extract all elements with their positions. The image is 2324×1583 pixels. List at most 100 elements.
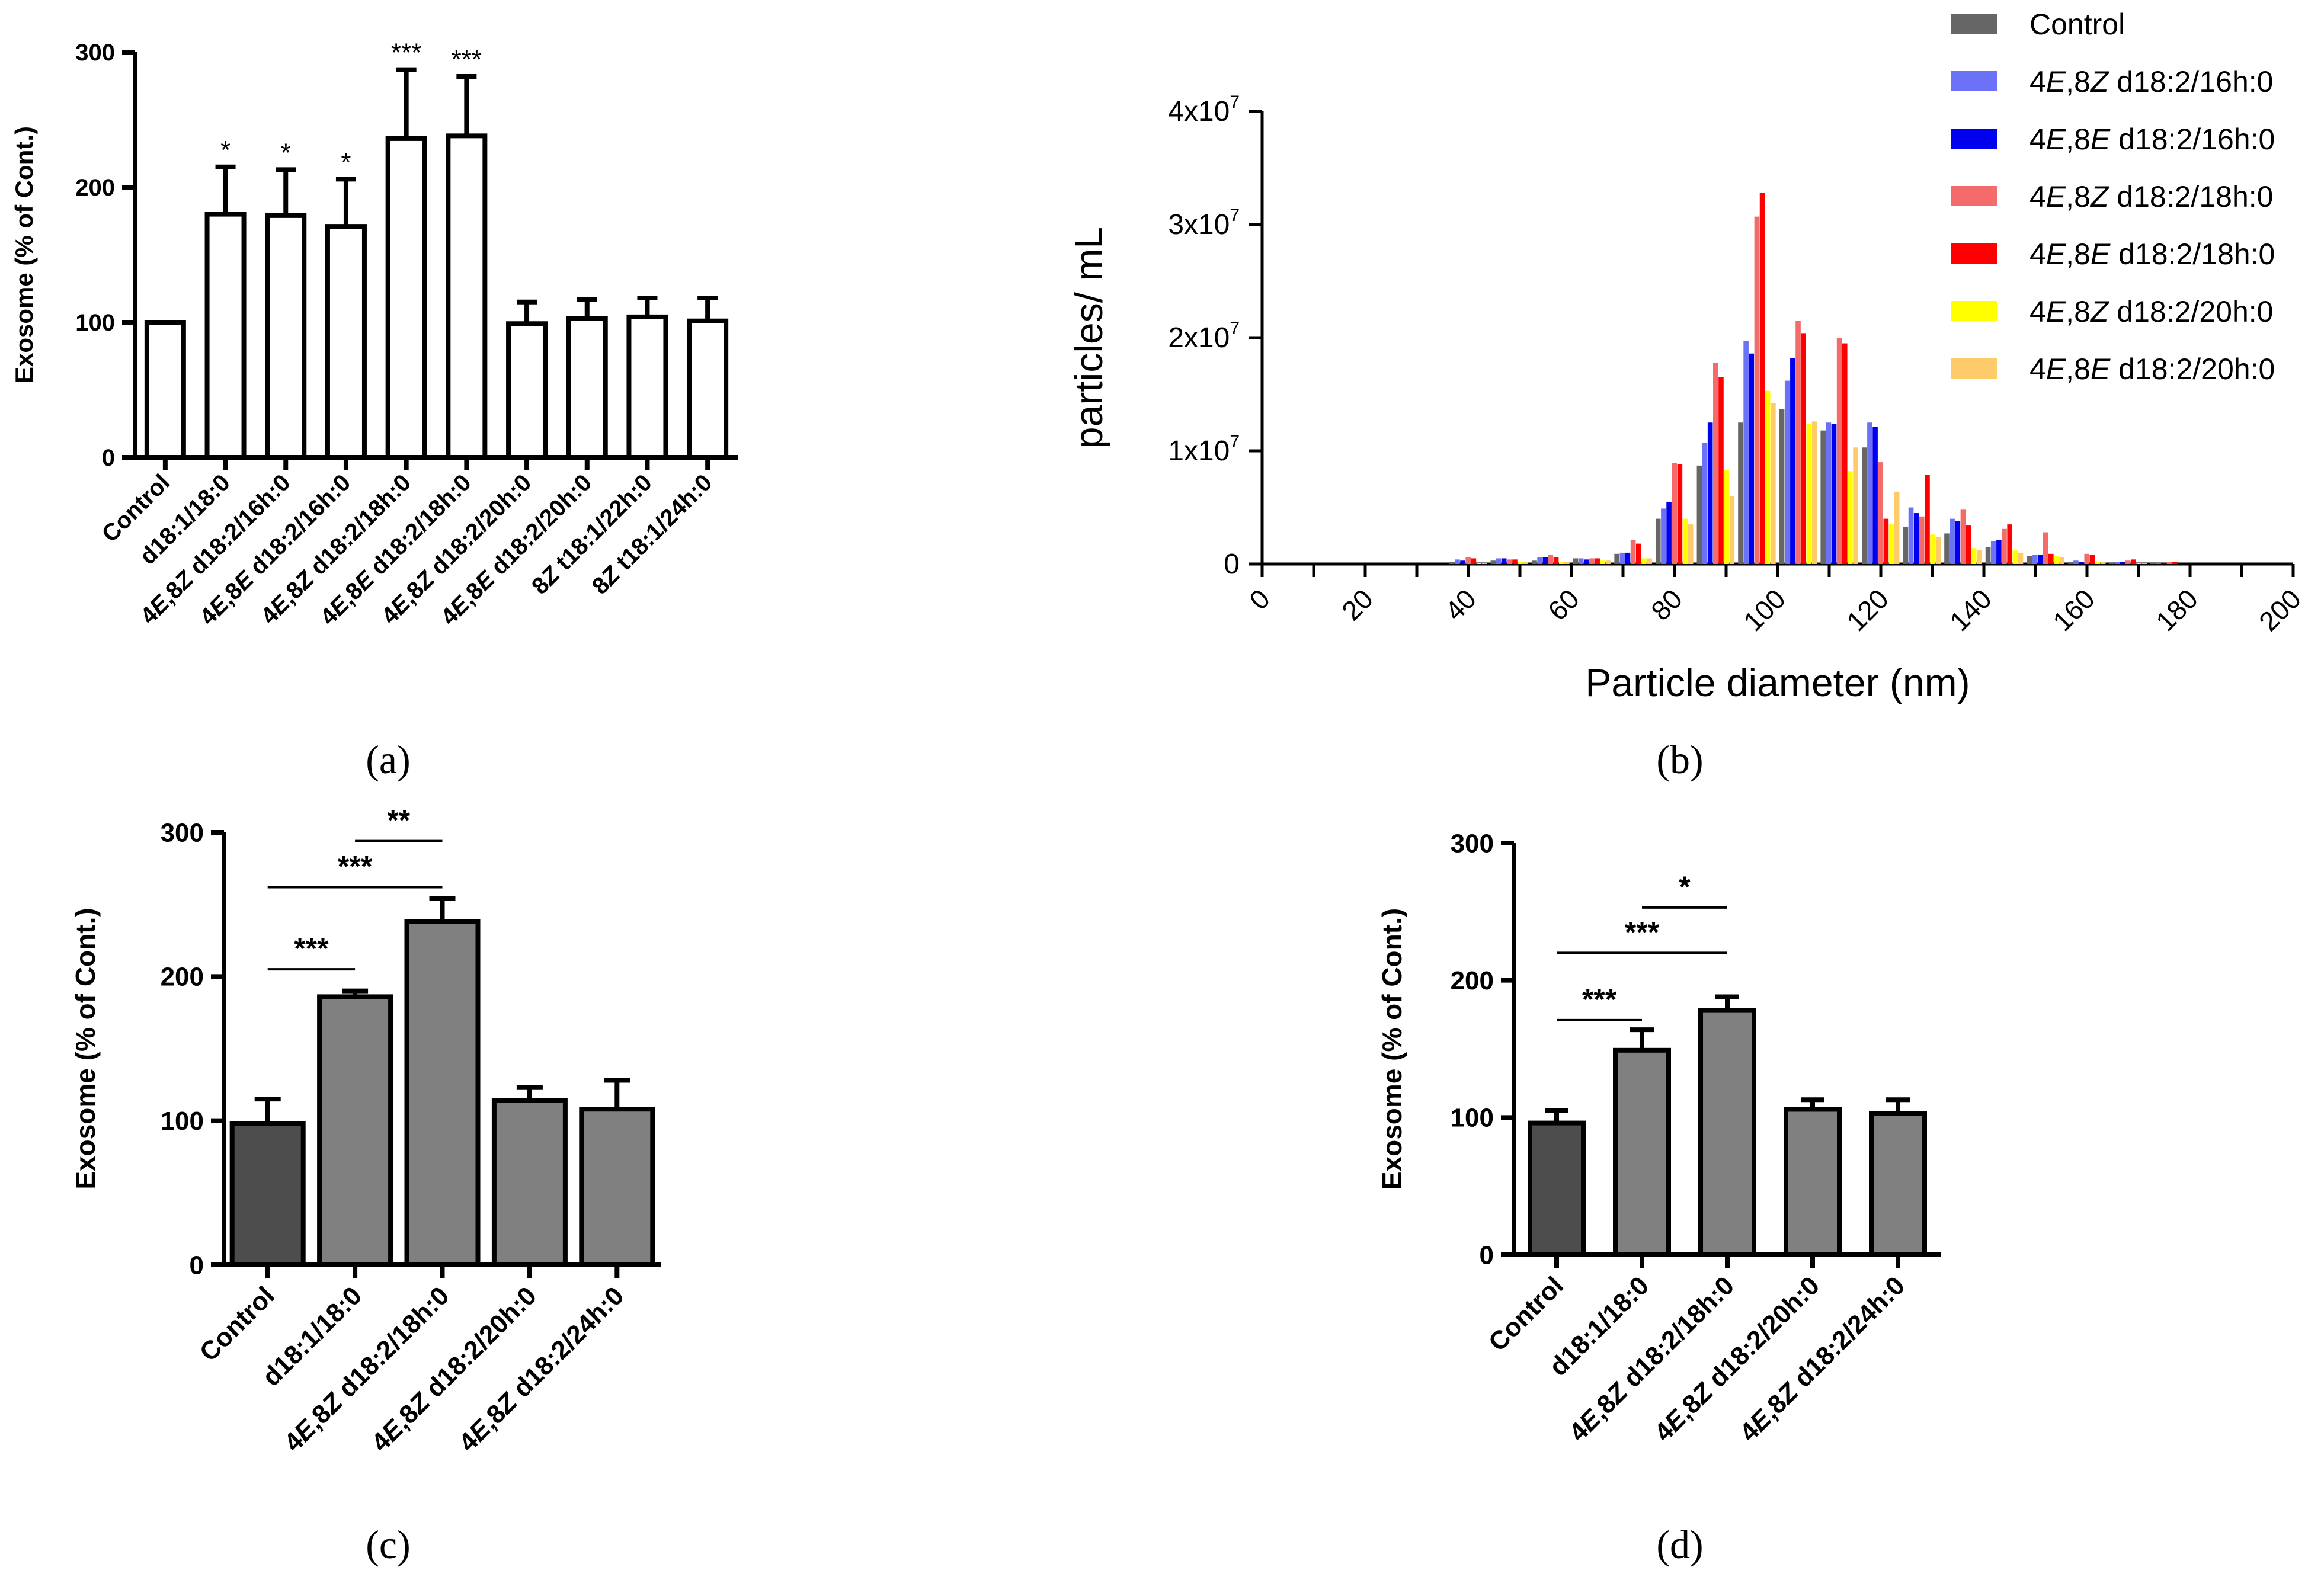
y-tick-label: 100 xyxy=(1451,1104,1494,1133)
histogram-bar xyxy=(1455,559,1460,564)
histogram-bar xyxy=(2073,560,2079,564)
y-tick-label: 0 xyxy=(190,1251,204,1280)
histogram-bar xyxy=(1878,462,1884,564)
histogram-bar xyxy=(2166,562,2172,564)
bar xyxy=(1528,1120,1586,1257)
histogram-bar xyxy=(1471,558,1477,564)
histogram-bar xyxy=(1977,550,1982,564)
x-tick-label: 4E,8Z d18:2/20h:0 xyxy=(1649,1271,1826,1447)
bar xyxy=(265,213,307,460)
legend-swatch xyxy=(1951,243,1997,264)
x-tick-label: 40 xyxy=(1439,583,1482,626)
x-tick-label: 60 xyxy=(1542,583,1585,626)
x-axis-label: Particle diameter (nm) xyxy=(1585,661,1970,704)
histogram-bar xyxy=(1960,509,1966,564)
histogram-bar xyxy=(1913,513,1919,564)
panel-label-b: (b) xyxy=(1656,737,1703,782)
histogram-bar xyxy=(1476,563,1482,564)
histogram-bar xyxy=(1625,552,1631,564)
legend-label: Control xyxy=(2030,8,2125,41)
histogram-bar xyxy=(2120,562,2125,564)
significance-label: * xyxy=(341,148,351,177)
histogram-bar xyxy=(2012,550,2018,564)
histogram-bar xyxy=(1842,343,1848,564)
y-axis-label: particles/ mL xyxy=(1067,227,1110,448)
x-tick-label: Control xyxy=(194,1281,280,1367)
legend-swatch xyxy=(1951,358,1997,379)
legend-label: 4E,8Z d18:2/16h:0 xyxy=(2030,65,2273,98)
bar xyxy=(229,1121,306,1267)
histogram-bar xyxy=(2037,555,2043,564)
legend-swatch xyxy=(1951,14,1997,34)
histogram-bar xyxy=(1930,534,1935,564)
bar xyxy=(1613,1047,1671,1257)
histogram-bar xyxy=(2131,559,2136,564)
significance-label: * xyxy=(281,138,291,167)
histogram-bar xyxy=(1635,543,1641,564)
histogram-bar xyxy=(2048,553,2054,564)
histogram-bar xyxy=(1826,422,1832,564)
x-tick-label: 80 xyxy=(1645,583,1688,626)
histogram-bar xyxy=(1595,558,1600,564)
x-tick-label: 0 xyxy=(1243,583,1276,616)
histogram-bar xyxy=(1578,558,1584,564)
histogram-bar xyxy=(2067,562,2073,564)
bar xyxy=(144,320,186,460)
histogram-bar xyxy=(2032,555,2038,564)
y-axis-label: Exosome (% of Cont.) xyxy=(10,126,38,383)
x-tick-label: 200 xyxy=(2253,583,2307,637)
x-tick-label: 100 xyxy=(1737,583,1791,637)
histogram-bar xyxy=(2150,563,2156,564)
histogram-bar xyxy=(1738,422,1743,564)
histogram-bar xyxy=(1630,540,1636,564)
y-tick-label: 0 xyxy=(102,445,115,471)
y-tick-label: 4x107 xyxy=(1168,92,1240,127)
histogram-bar xyxy=(2100,562,2106,564)
y-axis-label: Exosome (% of Cont.) xyxy=(70,908,101,1189)
histogram-bar xyxy=(1759,193,1765,564)
y-tick-label: 2x107 xyxy=(1168,319,1240,354)
histogram-bar xyxy=(1935,537,1941,564)
bar xyxy=(204,212,247,460)
histogram-bar xyxy=(2109,563,2115,564)
histogram-bar xyxy=(1532,560,1537,564)
histogram-bar xyxy=(1682,518,1688,564)
histogram-bar xyxy=(1584,559,1589,564)
significance-label: * xyxy=(220,136,231,165)
x-tick-label: 4E,8Z d18:2/18h:0 xyxy=(1564,1271,1740,1447)
bar xyxy=(1869,1111,1927,1257)
y-tick-label: 1x107 xyxy=(1168,432,1240,467)
histogram-bar xyxy=(1713,363,1718,564)
histogram-bar xyxy=(1754,216,1760,564)
histogram-bar xyxy=(1836,338,1842,564)
histogram-bar xyxy=(1718,377,1724,564)
histogram-bar xyxy=(1672,463,1678,564)
histogram-bar xyxy=(2043,532,2048,564)
bar xyxy=(579,1107,655,1267)
histogram-bar xyxy=(2156,563,2161,564)
histogram-bar xyxy=(1925,475,1930,564)
panel-label-d: (d) xyxy=(1656,1522,1703,1567)
histogram-bar xyxy=(1465,557,1471,564)
x-tick-label: 4E,8Z d18:2/20h:0 xyxy=(366,1281,542,1457)
y-tick-label: 0 xyxy=(1480,1241,1494,1270)
histogram-bar xyxy=(1779,409,1785,564)
x-tick-label: 4E,8Z d18:2/24h:0 xyxy=(453,1281,630,1457)
histogram-bar xyxy=(2002,528,2007,564)
histogram-bar xyxy=(1707,422,1713,564)
histogram-bar xyxy=(1894,491,1900,564)
histogram-bar xyxy=(1749,353,1755,564)
histogram-bar xyxy=(1771,403,1776,564)
bar xyxy=(491,1098,568,1267)
histogram-bar xyxy=(1848,471,1853,564)
histogram-bar xyxy=(1537,557,1542,564)
histogram-bar xyxy=(2136,563,2141,564)
histogram-bar xyxy=(1512,559,1518,564)
histogram-bar xyxy=(1696,465,1702,564)
histogram-bar xyxy=(1449,562,1455,564)
x-tick-label: 4E,8Z d18:2/18h:0 xyxy=(279,1281,455,1457)
bar xyxy=(385,136,427,460)
legend-swatch xyxy=(1951,186,1997,206)
legend-label: 4E,8E d18:2/18h:0 xyxy=(2030,238,2275,271)
